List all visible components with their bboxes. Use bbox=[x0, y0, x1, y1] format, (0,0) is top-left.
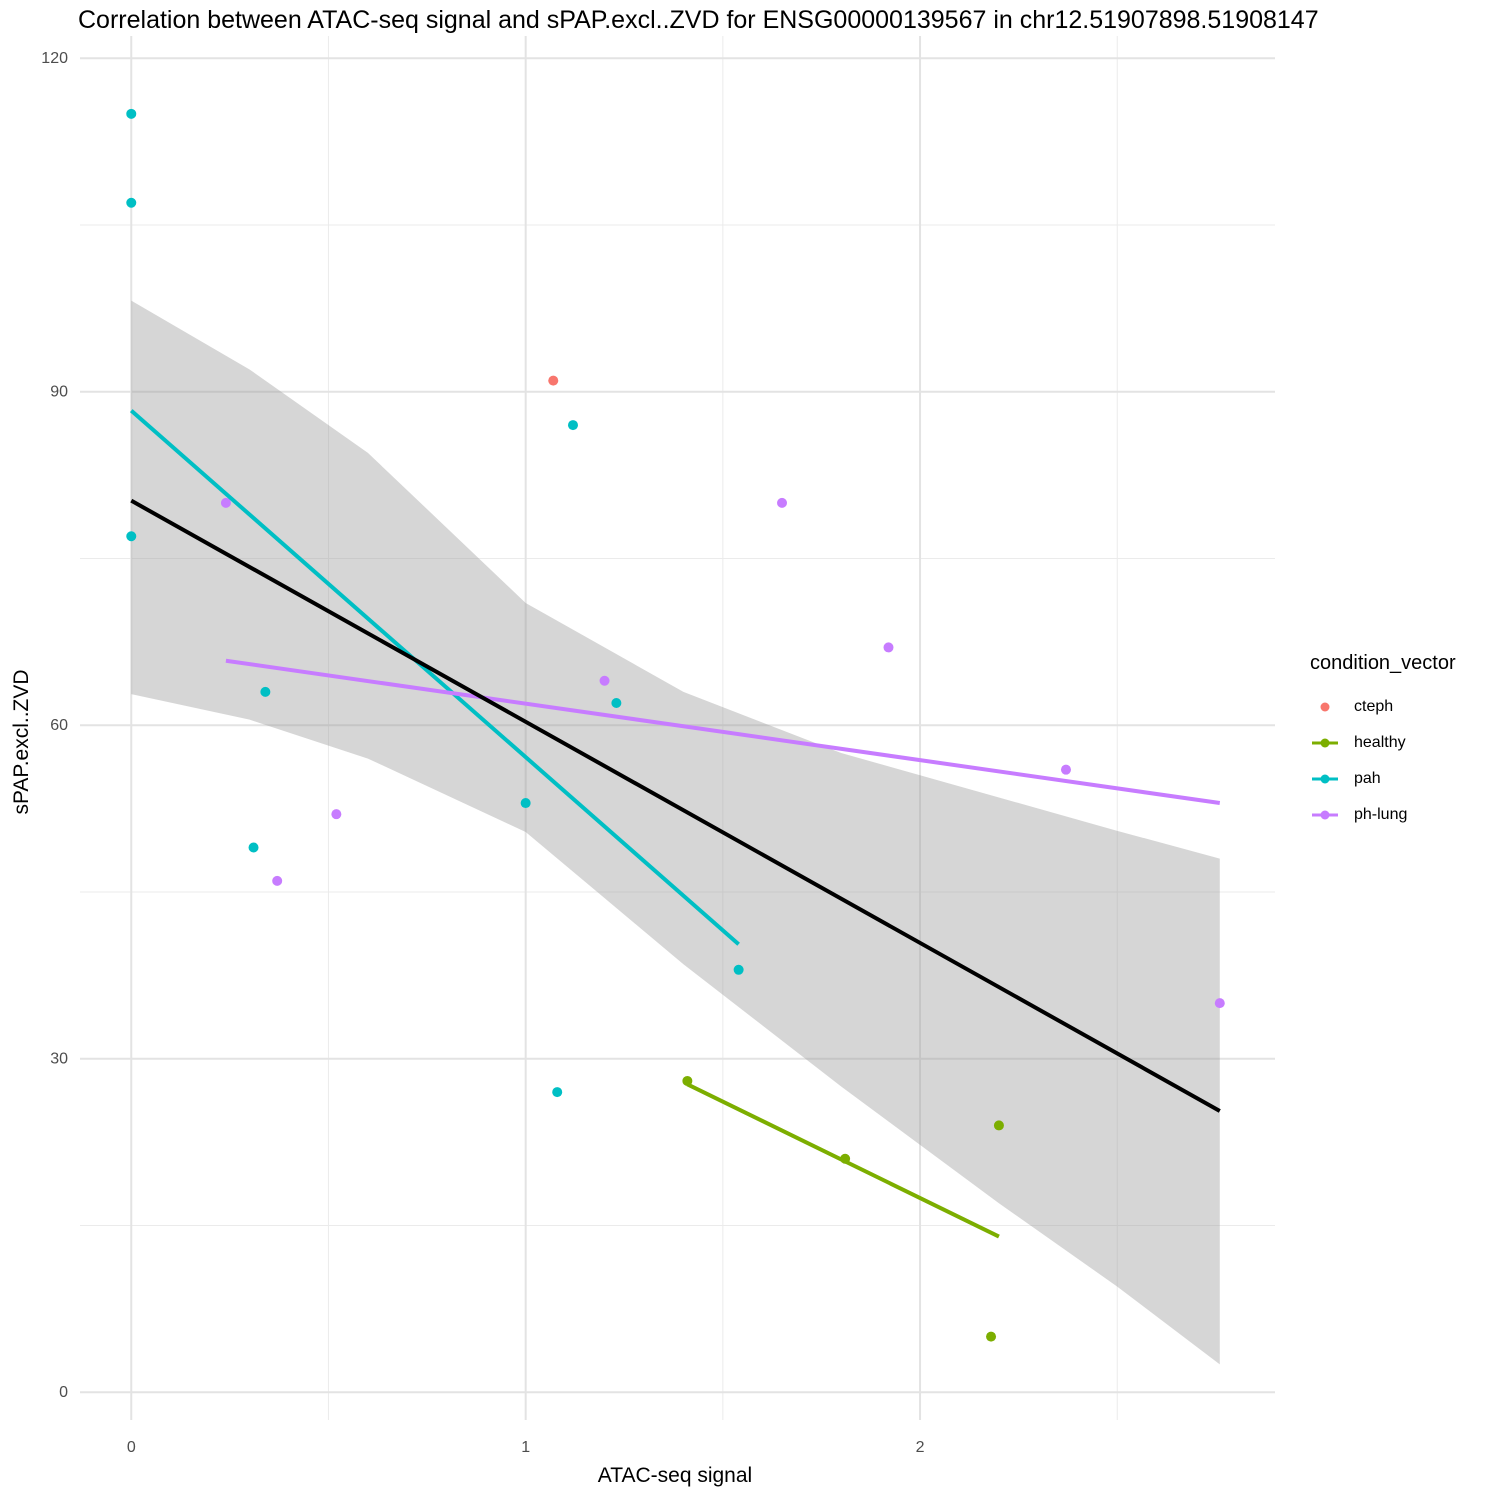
fit-line-ph-lung bbox=[225, 658, 1221, 806]
legend: condition_vector cteph healthy pah ph-lung bbox=[1310, 652, 1456, 833]
data-point-pah bbox=[552, 1087, 563, 1098]
legend-key-ph-lung bbox=[1312, 810, 1338, 820]
legend-item-pah: pah bbox=[1310, 761, 1456, 797]
legend-label: cteph bbox=[1354, 698, 1394, 715]
fit-lines bbox=[129, 409, 1221, 1239]
data-point-pah bbox=[126, 197, 137, 208]
legend-key-cteph bbox=[1320, 702, 1330, 712]
x-axis-label: ATAC-seq signal bbox=[597, 1464, 753, 1487]
data-point-healthy bbox=[993, 1120, 1004, 1131]
legend-label: pah bbox=[1354, 770, 1381, 787]
y-tick-label: 30 bbox=[50, 1051, 68, 1068]
data-point-ph-lung bbox=[1214, 998, 1225, 1009]
legend-key-point bbox=[1320, 702, 1330, 712]
y-axis-label: sPAP.excl..ZVD bbox=[10, 669, 33, 815]
overall-fit-line bbox=[130, 498, 1221, 1113]
chart-title: Correlation between ATAC-seq signal and … bbox=[78, 6, 1319, 34]
data-point-ph-lung bbox=[777, 497, 788, 508]
data-point-pah bbox=[260, 686, 271, 697]
legend-key-healthy bbox=[1312, 738, 1338, 748]
legend-title: condition_vector bbox=[1310, 652, 1456, 674]
legend-key-point bbox=[1320, 774, 1330, 784]
data-point-pah bbox=[126, 108, 137, 119]
fit-line-healthy bbox=[686, 1082, 1000, 1239]
confidence-band bbox=[131, 300, 1220, 1365]
fit-line-pah bbox=[129, 409, 740, 946]
data-point-pah bbox=[611, 697, 622, 708]
legend-item-cteph: cteph bbox=[1310, 689, 1456, 725]
data-point-cteph bbox=[548, 375, 559, 386]
data-point-ph-lung bbox=[272, 875, 283, 886]
data-point-pah bbox=[567, 420, 578, 431]
x-tick-label: 0 bbox=[127, 1439, 136, 1456]
legend-key-point bbox=[1320, 738, 1330, 748]
data-point-ph-lung bbox=[1060, 764, 1071, 775]
data-point-ph-lung bbox=[599, 675, 610, 686]
x-tick-label: 2 bbox=[916, 1439, 925, 1456]
legend-item-healthy: healthy bbox=[1310, 725, 1456, 761]
data-point-pah bbox=[520, 798, 531, 809]
legend-items: cteph healthy pah ph-lung bbox=[1310, 689, 1456, 833]
y-tick-label: 60 bbox=[50, 717, 68, 734]
y-tick-label: 120 bbox=[41, 50, 68, 67]
x-tick-label: 1 bbox=[521, 1439, 530, 1456]
data-point-pah bbox=[126, 531, 137, 542]
y-tick-label: 90 bbox=[50, 384, 68, 401]
legend-label: healthy bbox=[1354, 734, 1406, 751]
legend-key-point bbox=[1320, 810, 1330, 820]
data-point-ph-lung bbox=[331, 809, 342, 820]
legend-item-ph-lung: ph-lung bbox=[1310, 797, 1456, 833]
legend-key-pah bbox=[1312, 774, 1338, 784]
data-point-pah bbox=[248, 842, 259, 853]
legend-label: ph-lung bbox=[1354, 806, 1408, 823]
data-point-pah bbox=[733, 964, 744, 975]
y-tick-label: 0 bbox=[59, 1384, 68, 1401]
data-point-ph-lung bbox=[220, 497, 231, 508]
data-point-ph-lung bbox=[883, 642, 894, 653]
ci-band bbox=[131, 300, 1220, 1365]
data-point-healthy bbox=[986, 1331, 997, 1342]
data-points bbox=[126, 108, 1225, 1342]
